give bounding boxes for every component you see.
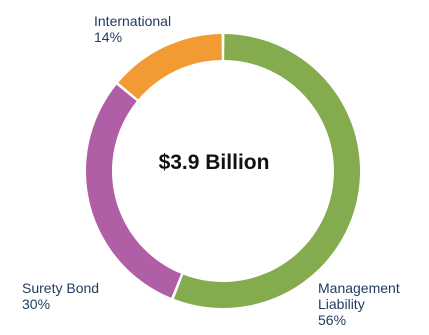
- slice-percent-international: 14%: [94, 29, 123, 45]
- donut-slice-management-liability: [173, 34, 361, 309]
- slice-name-surety-bond: Surety Bond: [22, 280, 100, 296]
- slice-percent-management-liability: 56%: [318, 312, 347, 328]
- slice-label-management-liability: Management Liability 56%: [318, 280, 428, 328]
- slice-percent-surety-bond: 30%: [22, 296, 51, 312]
- donut-slices: [85, 34, 361, 309]
- slice-label-surety-bond: Surety Bond 30%: [22, 280, 99, 312]
- slice-label-international: International 14%: [94, 13, 171, 45]
- slice-name-management-liability-line2: Liability: [318, 296, 365, 312]
- donut-slice-surety-bond: [85, 84, 182, 298]
- slice-name-management-liability-line1: Management: [318, 280, 400, 296]
- chart-center-total: $3.9 Billion: [158, 151, 270, 174]
- donut-slice-international: [118, 34, 222, 100]
- slice-name-international: International: [94, 13, 172, 29]
